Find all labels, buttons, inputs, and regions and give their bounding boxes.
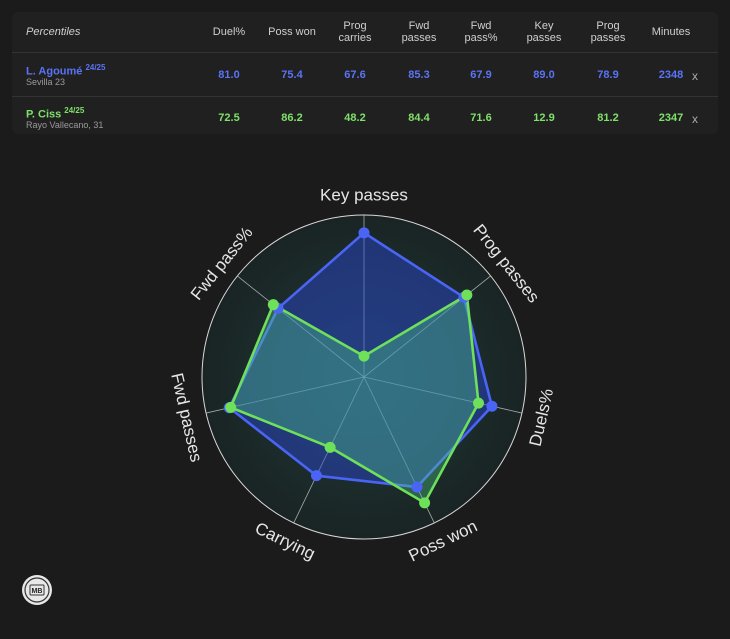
table-cell: 81.0	[218, 69, 240, 81]
table-cell: 89.0	[533, 69, 555, 81]
radar-spoke	[237, 275, 365, 378]
data-point	[461, 289, 473, 301]
player-name: P. Ciss 24/25	[26, 106, 85, 121]
player-team: Sevilla 23	[26, 77, 66, 87]
table-cell: 2347	[658, 112, 684, 124]
data-point	[267, 299, 279, 311]
player-name: L. Agoumé 24/25	[26, 63, 106, 78]
series-area	[229, 293, 480, 505]
table-cell: 2348	[658, 69, 684, 81]
table-header: Percentiles Duel% Poss won Prog carries Fwd p…	[12, 12, 718, 53]
table-cell: 12.9	[533, 112, 555, 124]
table-cell: 75.4	[281, 69, 303, 81]
comparison-table: Percentiles Duel% Poss won Prog carries Fwd p…	[12, 12, 718, 134]
column-header: Poss won	[268, 26, 316, 38]
table-cell: 86.2	[281, 112, 303, 124]
table-row: P. Ciss 24/25 Rayo Vallecano, 31 x 72.5 86…	[12, 97, 718, 139]
logo-text: MB	[32, 588, 43, 595]
data-point	[473, 397, 485, 409]
data-point	[486, 400, 498, 412]
data-point	[411, 481, 423, 493]
table-cell: 72.5	[218, 112, 240, 124]
player-team: Rayo Vallecano, 31	[26, 120, 104, 130]
column-header: Key passes	[526, 20, 562, 44]
axis-label: Duels%	[526, 387, 558, 448]
table-cell: 84.4	[408, 112, 430, 124]
remove-player-button[interactable]: x	[692, 112, 698, 126]
table-cell: 85.3	[408, 69, 430, 81]
column-header: Fwd pass%	[464, 20, 498, 44]
table-cell: 81.2	[597, 112, 619, 124]
axis-label: Fwd passes	[167, 371, 206, 464]
data-point	[358, 227, 370, 239]
table-row: L. Agoumé 24/25 Sevilla 23 x 81.0 75.4 67.6…	[12, 54, 718, 97]
column-header: Prog carries	[338, 20, 372, 44]
table-cell: 48.2	[344, 112, 366, 124]
remove-player-button[interactable]: x	[692, 69, 698, 83]
table-cell: 67.9	[470, 69, 492, 81]
table-cell: 71.6	[470, 112, 492, 124]
column-header: Prog passes	[590, 20, 626, 44]
table-cell: 78.9	[597, 69, 619, 81]
data-point	[324, 441, 336, 453]
column-header: Fwd passes	[401, 20, 437, 44]
axis-label: Key passes	[320, 186, 408, 205]
logo-icon: MB	[22, 575, 52, 605]
data-point	[310, 470, 322, 482]
column-header: Duel%	[212, 26, 246, 38]
table-cell: 67.6	[344, 69, 366, 81]
data-point	[225, 401, 237, 413]
table-label: Percentiles	[26, 26, 81, 38]
data-point	[358, 350, 370, 362]
column-header: Minutes	[651, 26, 691, 38]
data-point	[419, 497, 431, 509]
